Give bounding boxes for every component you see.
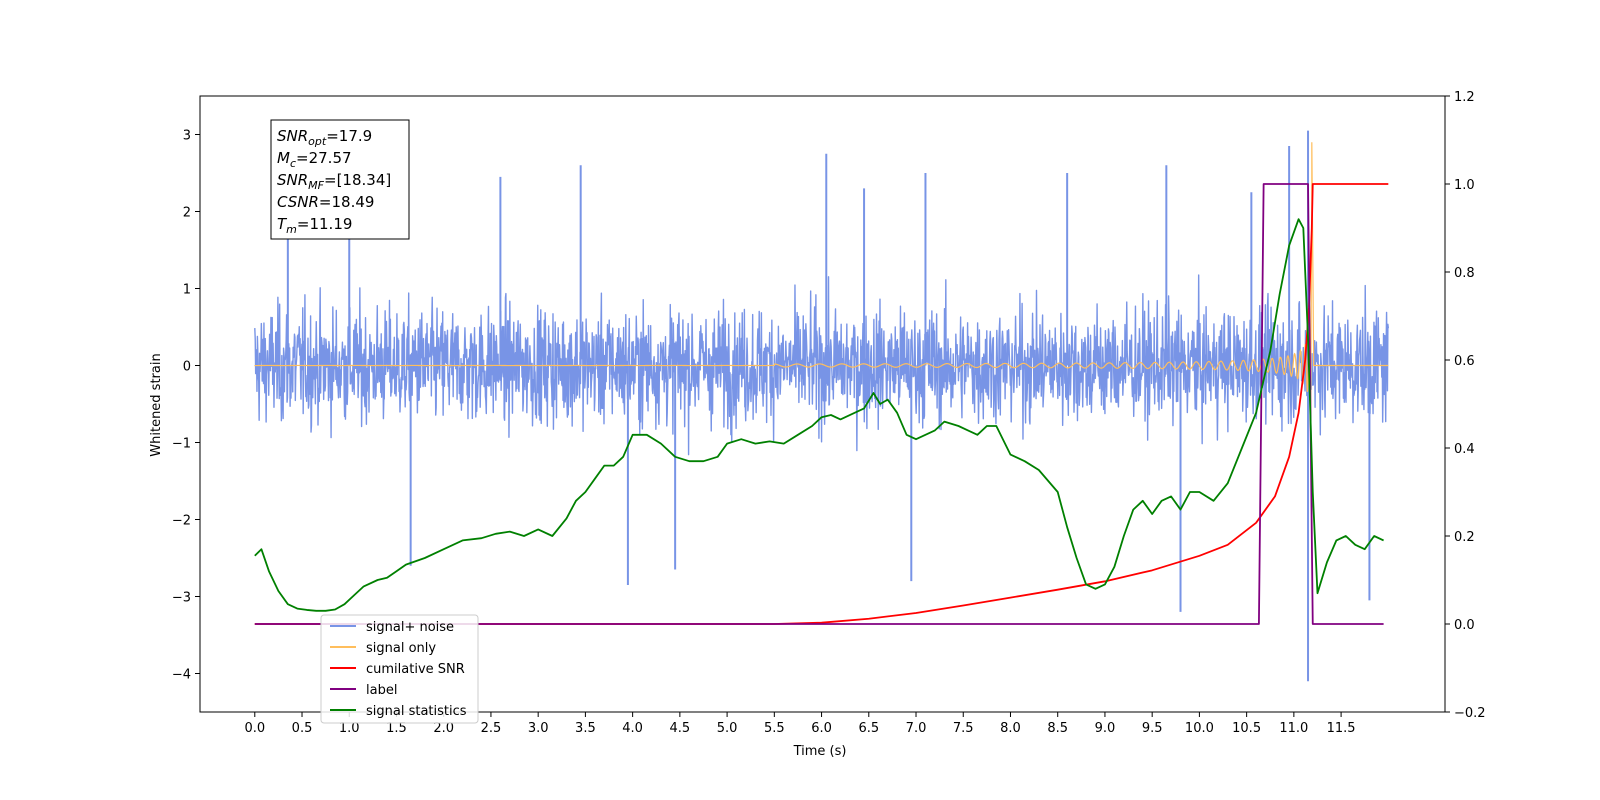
x-tick-label: 9.5 <box>1142 721 1163 736</box>
x-tick-label: 0.5 <box>292 721 313 736</box>
annotation-line: CSNR=18.49 <box>277 193 374 211</box>
x-tick-label: 5.5 <box>764 721 785 736</box>
y2-axis-ticks: 1.2 1.0 0.8 0.6 0.4 0.2 0.0 −0.2 <box>1445 90 1486 721</box>
y2-tick-label: 1.0 <box>1454 178 1475 193</box>
legend-label: signal+ noise <box>366 620 454 635</box>
y-axis-ticks: 3 2 1 0 −1 −2 −3 −4 <box>172 129 200 683</box>
y2-tick-label: 0.8 <box>1454 266 1475 281</box>
y-tick-label: 0 <box>183 360 191 375</box>
annotation-box: SNRopt=17.9Mc=27.57SNRMF=[18.34]CSNR=18.… <box>270 119 410 240</box>
y-tick-label: 1 <box>183 283 191 298</box>
legend-label: signal only <box>366 641 436 656</box>
legend: signal+ noise signal only cumilative SNR la… <box>320 614 479 724</box>
x-tick-label: 7.0 <box>906 721 927 736</box>
x-tick-label: 10.5 <box>1232 721 1261 736</box>
x-tick-label: 11.0 <box>1279 721 1308 736</box>
legend-label: label <box>366 683 397 698</box>
annotation-line: Tm=11.19 <box>277 215 352 236</box>
x-tick-label: 10.0 <box>1185 721 1214 736</box>
y2-tick-label: −0.2 <box>1454 706 1486 721</box>
x-tick-label: 8.0 <box>1000 721 1021 736</box>
x-tick-label: 7.5 <box>953 721 974 736</box>
legend-label: signal statistics <box>366 704 467 719</box>
x-tick-label: 1.0 <box>339 721 360 736</box>
series-signal-statistics <box>254 218 1384 612</box>
series-label <box>254 183 1384 625</box>
series-signal-noise <box>254 274 1390 456</box>
plot-frame <box>199 95 1446 713</box>
legend-label: cumilative SNR <box>366 662 465 677</box>
x-axis-ticks: 0.0 0.5 1.0 1.5 2.0 2.5 3.0 3.5 4.0 4.5 5.0 5.5 6.0 6… <box>244 712 1356 736</box>
y-tick-label: 2 <box>183 206 191 221</box>
x-tick-label: 4.5 <box>670 721 691 736</box>
x-tick-label: 9.0 <box>1095 721 1116 736</box>
annotation-line: Mc=27.57 <box>277 149 352 170</box>
x-tick-label: 0.0 <box>244 721 265 736</box>
series-layer <box>254 130 1390 682</box>
x-tick-label: 3.0 <box>528 721 549 736</box>
y-tick-label: −1 <box>172 437 191 452</box>
annotation-line: SNRopt=17.9 <box>277 127 372 148</box>
x-tick-label: 11.5 <box>1327 721 1356 736</box>
y-tick-label: −4 <box>172 668 191 683</box>
y-axis-label: Whitened strain <box>149 353 164 456</box>
series-signal-only <box>254 142 1389 420</box>
y2-tick-label: 0.6 <box>1454 354 1475 369</box>
x-tick-label: 6.0 <box>811 721 832 736</box>
x-tick-label: 4.0 <box>622 721 643 736</box>
y2-tick-label: 0.2 <box>1454 530 1475 545</box>
x-tick-label: 1.5 <box>386 721 407 736</box>
y2-tick-label: 0.4 <box>1454 442 1475 457</box>
x-axis-label: Time (s) <box>793 744 847 759</box>
x-tick-label: 2.5 <box>481 721 502 736</box>
y2-tick-label: 0.0 <box>1454 618 1475 633</box>
y-tick-label: −2 <box>172 514 191 529</box>
annotation-line: SNRMF=[18.34] <box>277 171 391 192</box>
y-tick-label: 3 <box>183 129 191 144</box>
x-tick-label: 3.5 <box>575 721 596 736</box>
x-tick-label: 5.0 <box>717 721 738 736</box>
y2-tick-label: 1.2 <box>1454 90 1475 105</box>
x-tick-label: 2.0 <box>433 721 454 736</box>
x-tick-label: 8.5 <box>1047 721 1068 736</box>
x-tick-label: 6.5 <box>858 721 879 736</box>
y-tick-label: −3 <box>172 591 191 606</box>
